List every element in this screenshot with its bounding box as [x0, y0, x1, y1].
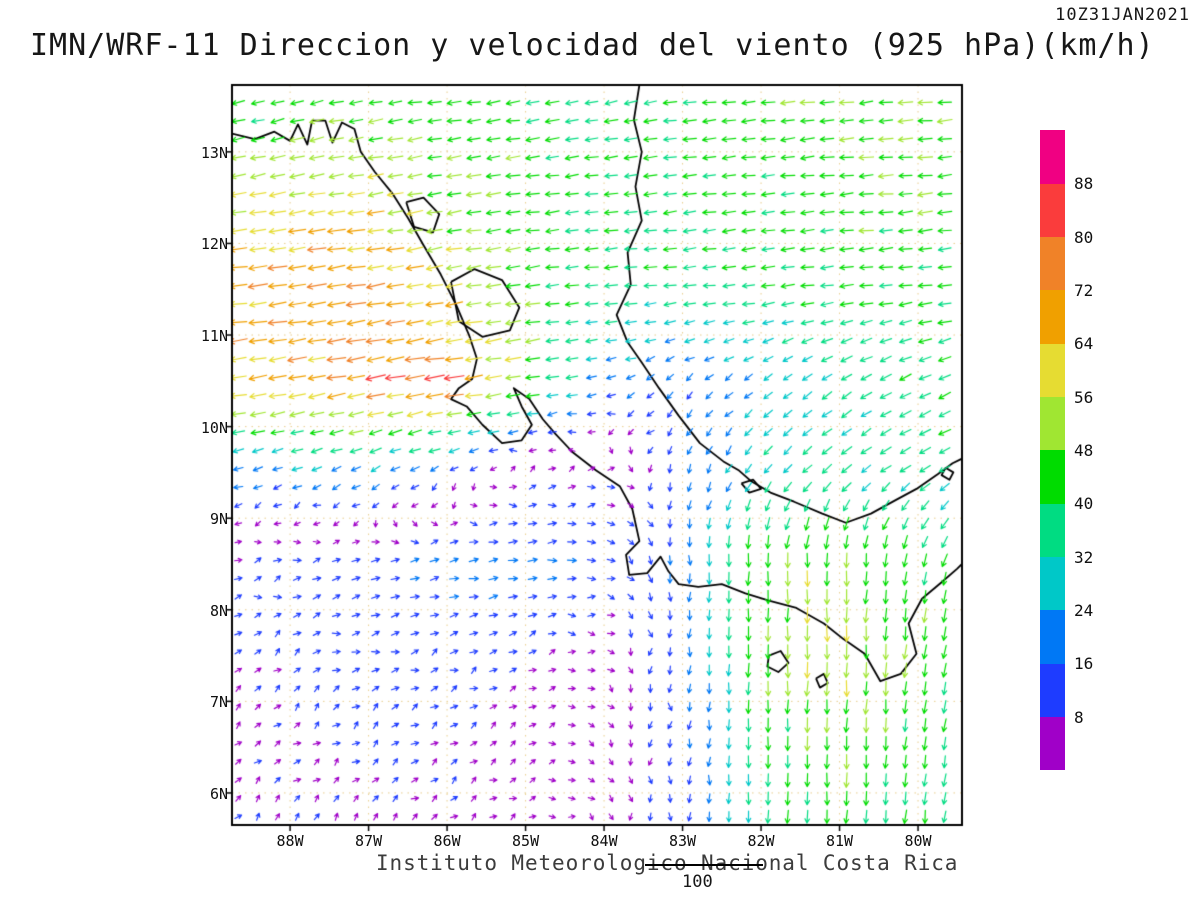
lon-tick-label: 83W: [669, 832, 697, 850]
lat-tick-label: 12N: [200, 235, 228, 254]
colorbar-segment: [1040, 716, 1065, 771]
colorbar-level-label: 40: [1074, 494, 1094, 514]
colorbar-segment: [1040, 236, 1065, 291]
colorbar-level-label: 56: [1074, 387, 1094, 407]
colorbar-level-label: 72: [1074, 281, 1094, 300]
lat-tick-label: 6N: [209, 784, 228, 803]
colorbar-level-label: 32: [1074, 547, 1094, 567]
colorbar-level-label: 8: [1074, 707, 1084, 727]
colorbar-segment: [1040, 556, 1065, 611]
colorbar-level-label: 24: [1074, 601, 1094, 620]
lon-tick-label: 85W: [512, 832, 540, 850]
lon-tick-label: 86W: [433, 832, 461, 850]
colorbar-segment: [1040, 610, 1065, 664]
colorbar-level-label: 48: [1074, 441, 1094, 460]
colorbar-segment: [1040, 343, 1065, 398]
lat-tick-label: 9N: [209, 510, 228, 529]
colorbar-segment: [1040, 290, 1065, 344]
colorbar-level-label: 88: [1074, 174, 1094, 194]
colorbar-segment: [1040, 503, 1065, 558]
colorbar-tick-labels: 8 16 24 32 40 48 56 64 72 80 88: [1074, 130, 1114, 770]
colorbar-level-label: 16: [1074, 654, 1094, 674]
reference-vector-value: 100: [682, 872, 713, 892]
lat-tick-label: 11N: [200, 327, 228, 346]
lon-tick-label: 84W: [590, 832, 618, 850]
lat-tick-label: 13N: [200, 143, 228, 162]
colorbar-level-label: 64: [1074, 334, 1094, 354]
lat-tick-label: 8N: [209, 601, 228, 620]
reference-vector-line: [645, 864, 763, 866]
colorbar-segment: [1040, 663, 1065, 718]
lon-tick-label: 81W: [826, 832, 854, 850]
lon-tick-label: 87W: [355, 832, 383, 850]
colorbar-segment: [1040, 450, 1065, 504]
wind-speed-colorbar: [1040, 130, 1065, 771]
colorbar-segment: [1040, 130, 1065, 184]
colorbar-segment: [1040, 183, 1065, 238]
institute-caption: Instituto Meteorologico Nacional Costa R…: [376, 851, 959, 875]
colorbar-level-label: 80: [1074, 227, 1094, 247]
lat-tick-label: 7N: [209, 693, 228, 712]
lat-tick-label: 10N: [200, 418, 228, 437]
lon-tick-label: 88W: [276, 832, 304, 850]
lon-tick-label: 82W: [747, 832, 775, 850]
lon-tick-label: 80W: [904, 832, 932, 850]
colorbar-segment: [1040, 396, 1065, 451]
